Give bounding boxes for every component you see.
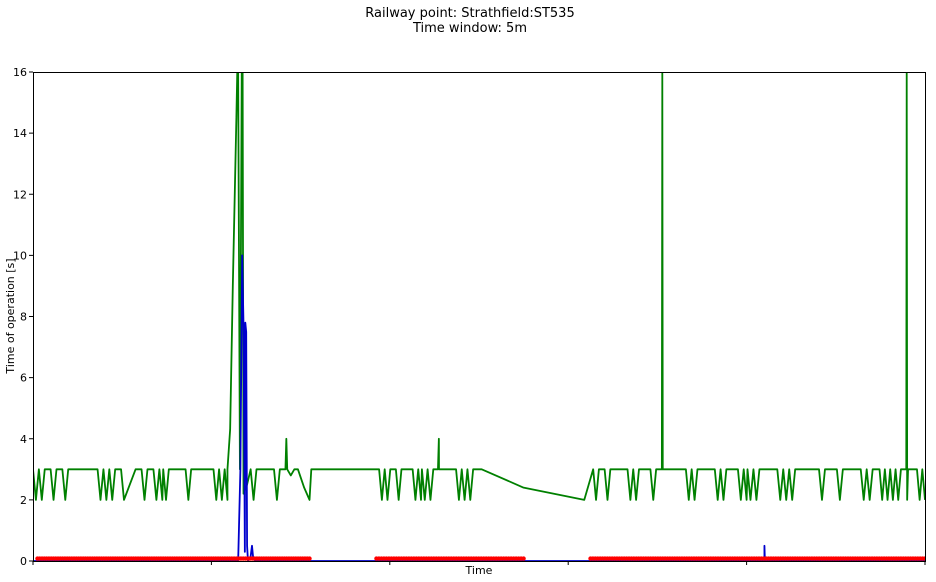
data-point (521, 556, 526, 561)
y-axis-label: Time of operation [s] (4, 258, 17, 374)
chart-title: Railway point: Strathfield:ST535 (365, 6, 574, 21)
data-point (307, 556, 312, 561)
plot-frame (33, 72, 926, 562)
y-tick-label: 0 (20, 555, 27, 568)
chart-subtitle: Time window: 5m (412, 21, 527, 36)
y-tick-label: 14 (13, 127, 27, 140)
x-axis (32, 561, 926, 565)
y-tick-label: 8 (20, 311, 27, 324)
y-tick-label: 10 (13, 249, 27, 262)
y-axis: 0 2 4 6 8 10 12 14 16 (13, 66, 33, 568)
series-line (33, 254, 925, 562)
x-axis-label: Time (465, 564, 493, 577)
y-tick-label: 6 (20, 372, 27, 385)
y-tick-label: 12 (13, 188, 27, 201)
series-line (33, 72, 926, 501)
y-tick-label: 4 (20, 433, 27, 446)
y-tick-label: 2 (20, 494, 27, 507)
y-tick-label: 16 (13, 66, 27, 79)
series-layer (33, 72, 926, 562)
